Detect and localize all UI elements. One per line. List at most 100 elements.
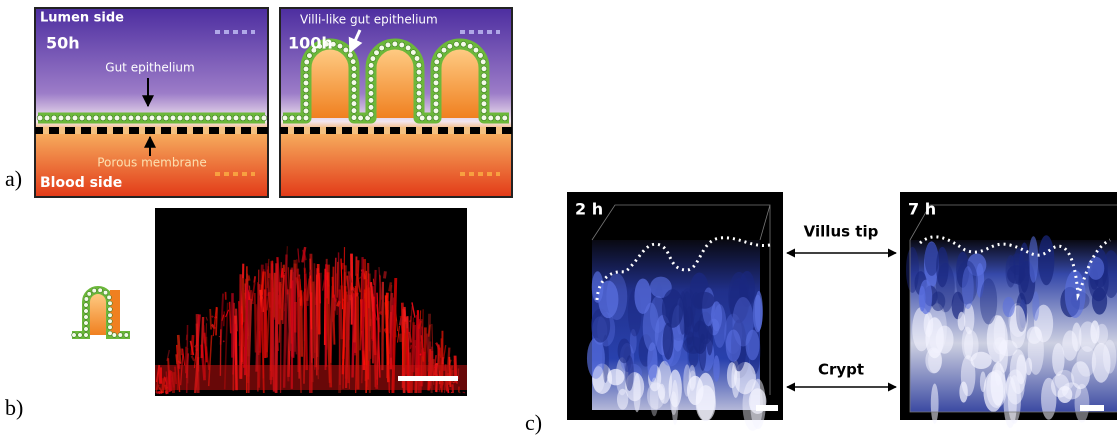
box-frame [591, 204, 771, 395]
pore [448, 127, 454, 134]
cell-cluster [629, 328, 637, 354]
fiber [272, 272, 276, 318]
fiber [411, 324, 417, 373]
fiber [340, 258, 344, 310]
cell [302, 86, 310, 94]
cell [480, 114, 488, 121]
fiber [421, 326, 424, 357]
fiber [336, 261, 339, 298]
cell [405, 44, 412, 52]
cell-cluster [742, 379, 763, 431]
cell-cluster [693, 291, 715, 309]
fiber [265, 263, 269, 296]
fiber [209, 308, 212, 330]
cell-cluster [586, 337, 605, 379]
fiber [435, 342, 440, 349]
cell [310, 47, 317, 54]
fiber [407, 333, 411, 346]
cell [432, 79, 440, 86]
cell [302, 79, 310, 87]
cell [176, 114, 184, 122]
cell [83, 314, 89, 320]
cell [288, 114, 296, 122]
cell [204, 114, 212, 122]
cell-cluster [959, 381, 968, 403]
cell [260, 114, 268, 122]
pore [203, 127, 209, 134]
fiber [205, 316, 208, 321]
pore [107, 127, 113, 134]
cell [426, 114, 433, 122]
fiber [302, 249, 307, 261]
cell [432, 65, 440, 72]
cell [83, 302, 89, 308]
cell [36, 114, 44, 122]
pore [320, 127, 326, 134]
membrane [35, 127, 268, 134]
fiber [190, 335, 195, 356]
cell-cluster [930, 291, 946, 312]
scale-bar [756, 405, 778, 411]
cell [302, 100, 310, 108]
villus-contour [595, 236, 771, 301]
cell [162, 114, 170, 122]
villus-icon [72, 286, 130, 339]
fiber [223, 311, 225, 327]
pore [251, 127, 257, 134]
cell [127, 114, 135, 122]
pore [400, 127, 406, 134]
fiber [316, 263, 321, 335]
cell [415, 76, 423, 83]
cell [367, 90, 375, 97]
fiber [333, 294, 337, 302]
cell [336, 43, 344, 50]
fiber [238, 301, 242, 341]
villi-label: Villi-like gut epithelium [300, 13, 438, 27]
fiber [378, 267, 383, 300]
cell [218, 114, 226, 122]
fiber [295, 277, 301, 298]
membrane-label: Porous membrane [97, 156, 207, 170]
cell [77, 332, 83, 338]
fiber [222, 340, 225, 343]
fiber [367, 287, 372, 327]
fiber [299, 290, 304, 357]
cells [36, 114, 268, 122]
fiber [259, 298, 265, 331]
fiber [305, 278, 312, 302]
fiber [177, 360, 182, 364]
cell [302, 114, 310, 122]
fiber [244, 284, 249, 376]
cell [480, 93, 488, 100]
cell-cluster [993, 337, 1008, 355]
arrow [348, 29, 363, 54]
cell [190, 114, 198, 122]
cell [467, 43, 474, 50]
cell [211, 114, 219, 122]
cell-cluster [1009, 305, 1027, 349]
cell [453, 41, 460, 48]
cell [106, 294, 112, 301]
fiber [249, 289, 254, 305]
cell [64, 114, 72, 122]
fiber [403, 306, 407, 322]
cell-cluster [1052, 343, 1065, 376]
cell [350, 86, 358, 93]
cell [302, 107, 310, 115]
pore [219, 127, 225, 134]
epithelium-label: Gut epithelium [105, 61, 194, 75]
cell [197, 114, 205, 122]
lumen-label: Lumen side [40, 11, 124, 26]
cell-cluster [1076, 346, 1097, 377]
cell [487, 114, 494, 122]
cell [367, 104, 375, 111]
cells [281, 40, 508, 122]
fiber [266, 292, 270, 311]
cell [83, 326, 89, 332]
pore [155, 127, 161, 134]
cell [57, 114, 65, 122]
pore [480, 127, 486, 134]
cell [419, 114, 426, 122]
cell [350, 100, 358, 107]
cell-cluster [964, 330, 979, 362]
